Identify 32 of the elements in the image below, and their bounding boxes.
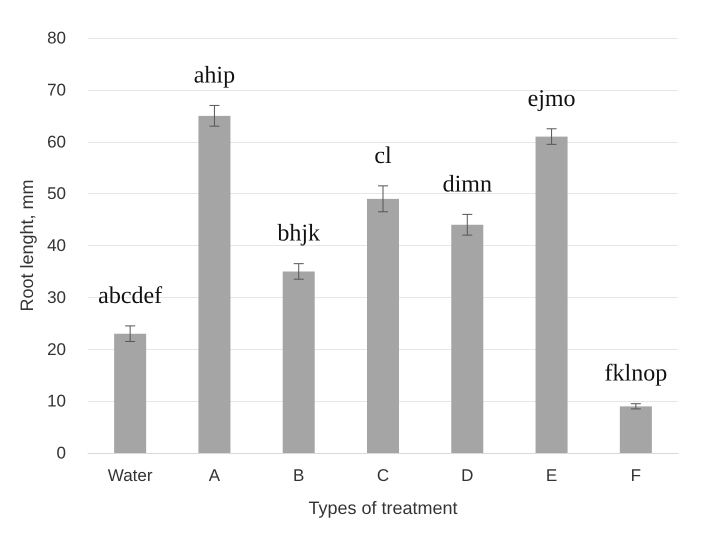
x-tick-label: A (208, 466, 221, 485)
y-tick-label: 10 (47, 392, 66, 411)
annotation: ahip (194, 62, 236, 88)
y-tick-label: 80 (47, 28, 66, 48)
x-axis-title: Types of treatment (308, 498, 458, 518)
y-tick-label: 60 (47, 132, 66, 152)
bar (198, 116, 230, 453)
y-tick-label: 40 (47, 236, 66, 255)
y-tick-label: 20 (47, 340, 66, 359)
x-tick-label: C (376, 466, 390, 485)
x-tick-label: D (461, 466, 474, 485)
bar (114, 334, 146, 453)
annotation: dimn (442, 171, 492, 198)
y-tick-label: 0 (56, 444, 66, 462)
annotation: abcdef (98, 282, 162, 309)
x-tick-label: E (546, 466, 558, 485)
bar (282, 271, 315, 453)
x-tick-label: B (293, 466, 304, 485)
bar (536, 136, 568, 453)
x-tick-label: F (630, 466, 642, 485)
y-tick-label: 50 (47, 184, 66, 204)
y-tick-label: 70 (47, 80, 66, 100)
annotation: bhjk (277, 220, 320, 247)
x-tick-label: Water (108, 466, 153, 485)
bar (620, 406, 652, 453)
annotation: fklnop (604, 360, 668, 387)
bar (451, 224, 484, 453)
y-axis-title: Root lenght, mm (17, 179, 37, 312)
bar (366, 198, 400, 453)
annotation: cl (374, 142, 392, 169)
annotation: ejmo (528, 86, 576, 112)
y-tick-label: 30 (47, 288, 66, 307)
